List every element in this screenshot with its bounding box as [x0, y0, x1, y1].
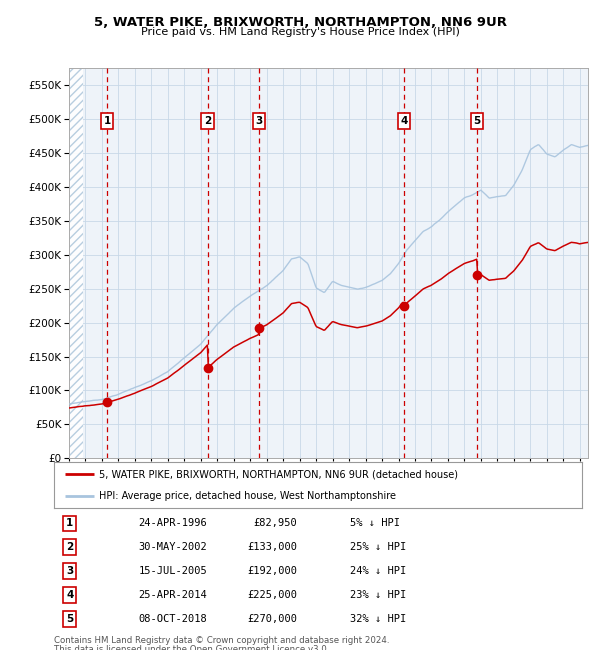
Text: 2: 2 — [204, 116, 211, 126]
Text: 3: 3 — [66, 566, 73, 576]
Text: £82,950: £82,950 — [253, 519, 297, 528]
Text: Price paid vs. HM Land Registry's House Price Index (HPI): Price paid vs. HM Land Registry's House … — [140, 27, 460, 37]
Text: 25-APR-2014: 25-APR-2014 — [139, 590, 207, 600]
Text: 1: 1 — [66, 519, 73, 528]
Text: HPI: Average price, detached house, West Northamptonshire: HPI: Average price, detached house, West… — [99, 491, 396, 500]
Text: 4: 4 — [400, 116, 407, 126]
Text: 5, WATER PIKE, BRIXWORTH, NORTHAMPTON, NN6 9UR (detached house): 5, WATER PIKE, BRIXWORTH, NORTHAMPTON, N… — [99, 469, 458, 479]
Text: 25% ↓ HPI: 25% ↓ HPI — [350, 542, 406, 552]
Text: This data is licensed under the Open Government Licence v3.0.: This data is licensed under the Open Gov… — [54, 645, 329, 650]
Text: 24% ↓ HPI: 24% ↓ HPI — [350, 566, 406, 576]
Text: £225,000: £225,000 — [247, 590, 297, 600]
Bar — [69, 68, 83, 458]
Text: 24-APR-1996: 24-APR-1996 — [139, 519, 207, 528]
Text: Contains HM Land Registry data © Crown copyright and database right 2024.: Contains HM Land Registry data © Crown c… — [54, 636, 389, 645]
Text: 5, WATER PIKE, BRIXWORTH, NORTHAMPTON, NN6 9UR: 5, WATER PIKE, BRIXWORTH, NORTHAMPTON, N… — [94, 16, 506, 29]
Text: 5: 5 — [473, 116, 481, 126]
Text: 2: 2 — [66, 542, 73, 552]
Text: 5: 5 — [66, 614, 73, 623]
Text: £133,000: £133,000 — [247, 542, 297, 552]
Text: 4: 4 — [66, 590, 74, 600]
Text: 30-MAY-2002: 30-MAY-2002 — [139, 542, 207, 552]
Text: 32% ↓ HPI: 32% ↓ HPI — [350, 614, 406, 623]
Text: 15-JUL-2005: 15-JUL-2005 — [139, 566, 207, 576]
Text: £192,000: £192,000 — [247, 566, 297, 576]
Text: 23% ↓ HPI: 23% ↓ HPI — [350, 590, 406, 600]
Text: 5% ↓ HPI: 5% ↓ HPI — [350, 519, 400, 528]
Text: 3: 3 — [256, 116, 263, 126]
Text: 08-OCT-2018: 08-OCT-2018 — [139, 614, 207, 623]
Text: 1: 1 — [103, 116, 110, 126]
Text: £270,000: £270,000 — [247, 614, 297, 623]
